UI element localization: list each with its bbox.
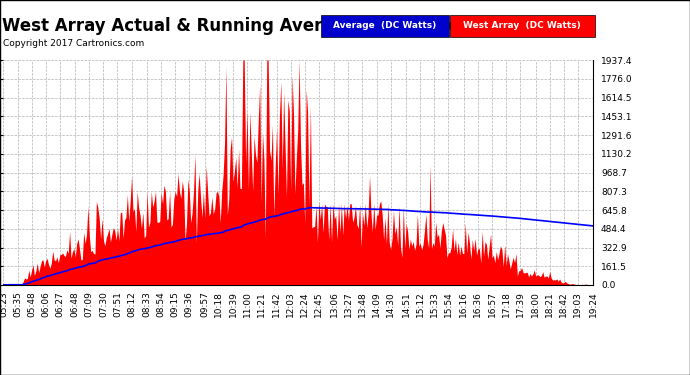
Text: Copyright 2017 Cartronics.com: Copyright 2017 Cartronics.com (3, 39, 145, 48)
Text: Average  (DC Watts): Average (DC Watts) (333, 21, 436, 30)
Text: West Array  (DC Watts): West Array (DC Watts) (464, 21, 581, 30)
Text: West Array Actual & Running Average Power Tue May 23 19:34: West Array Actual & Running Average Powe… (2, 17, 591, 35)
